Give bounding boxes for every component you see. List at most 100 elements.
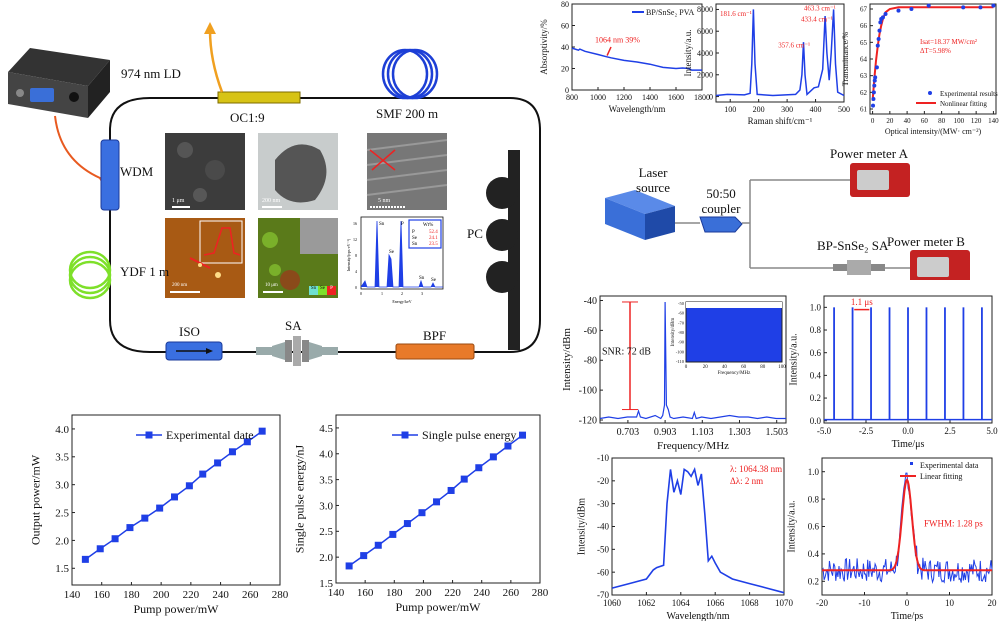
x-tick-label: 1064 bbox=[672, 598, 691, 608]
x-tick-label: 140 bbox=[64, 589, 81, 601]
power-meter-a bbox=[850, 163, 910, 197]
plot-frame bbox=[821, 457, 993, 596]
experimental-data bbox=[821, 472, 993, 585]
y-tick-label: -10 bbox=[597, 453, 609, 463]
laser-setup-diagram bbox=[8, 22, 541, 366]
map-legend-se: Se bbox=[318, 286, 327, 295]
inset-x-tick: 100 bbox=[778, 365, 786, 370]
x-tick-label: 2.5 bbox=[944, 426, 956, 436]
data-point bbox=[199, 470, 207, 478]
data-point bbox=[883, 12, 888, 16]
peak-annotation: 357.6 cm⁻¹ bbox=[778, 42, 810, 50]
x-tick-label: 20 bbox=[886, 117, 894, 125]
y-tick-label: 80 bbox=[561, 0, 569, 9]
data-point bbox=[418, 509, 426, 517]
x-tick-label: 100 bbox=[954, 117, 965, 125]
inset-x-label: Frequency/MHz bbox=[718, 371, 752, 376]
eds-xlabel: Energy/keV bbox=[392, 299, 411, 304]
x-tick-label: 240 bbox=[212, 589, 229, 601]
x-tick-label: 1800 bbox=[694, 93, 710, 102]
annotation-label: ΔT=5.98% bbox=[920, 47, 951, 55]
plot-frame bbox=[71, 414, 281, 586]
eds-el: Se bbox=[412, 236, 418, 241]
x-axis-label: Pump power/mW bbox=[134, 602, 220, 616]
y-tick-label: 0.4 bbox=[810, 371, 822, 381]
y-tick-label: 0.4 bbox=[808, 549, 820, 559]
y-axis-label: Intensity/dBm bbox=[577, 498, 588, 555]
chart-spectrum: 1060 1062 1064 1066 1068 1070 -10 -20 -30 -40 -50 -… bbox=[577, 453, 794, 621]
inset-x-tick: 80 bbox=[760, 365, 766, 370]
series-line bbox=[84, 430, 263, 561]
x-tick-label: 60 bbox=[921, 117, 929, 125]
y-axis-label: Intensity/a.u. bbox=[789, 333, 800, 385]
legend-marker bbox=[910, 462, 913, 465]
y-axis-label: Single pulse energy/nJ bbox=[292, 444, 306, 553]
x-tick-label: 500 bbox=[838, 105, 850, 114]
x-axis-label: Optical intensity/(MW· cm⁻²) bbox=[885, 127, 982, 136]
data-point bbox=[447, 486, 455, 494]
x-tick-label: 240 bbox=[473, 587, 490, 599]
inset-plot bbox=[685, 301, 783, 363]
x-tick-label: 220 bbox=[444, 587, 461, 599]
sa-connector bbox=[833, 260, 885, 275]
inset-top bbox=[686, 302, 782, 308]
x-tick-label: 120 bbox=[971, 117, 982, 125]
y-axis-label: Transmittance/% bbox=[841, 31, 850, 86]
y-tick-label: 0.2 bbox=[810, 393, 821, 403]
x-tick-label: -20 bbox=[816, 598, 828, 608]
x-tick-label: 1.503 bbox=[765, 427, 788, 438]
pump-fiber bbox=[54, 115, 111, 197]
iso-label: ISO bbox=[179, 324, 200, 339]
data-point bbox=[141, 514, 149, 522]
x-axis-label: Frequency/MHz bbox=[657, 440, 729, 452]
map-legend-p: P bbox=[327, 286, 336, 295]
data-point bbox=[374, 541, 382, 549]
y-tick-label: 62 bbox=[860, 89, 868, 97]
series-line bbox=[571, 47, 702, 71]
y-tick-label: 61 bbox=[860, 105, 868, 113]
data-point bbox=[873, 75, 878, 80]
y-tick-label: 3.5 bbox=[319, 474, 333, 486]
laser-source-label: Laser source bbox=[636, 165, 670, 195]
y-tick-label: -20 bbox=[597, 476, 609, 486]
x-tick-label: 300 bbox=[781, 105, 793, 114]
plot-frame bbox=[869, 3, 997, 115]
legend-label: Nonlinear fitting bbox=[940, 100, 987, 108]
pc-label: PC bbox=[467, 226, 483, 241]
y-tick-label: 2.5 bbox=[55, 507, 69, 519]
y-tick-label: 2000 bbox=[697, 71, 713, 80]
x-tick-label: 1400 bbox=[642, 93, 658, 102]
data-point bbox=[878, 20, 883, 25]
afm-image bbox=[165, 218, 245, 298]
x-tick-label: 260 bbox=[242, 589, 259, 601]
chart-raman: 100 200 300 400 500 0 2000 4000 6000 8000 Raman sh… bbox=[683, 3, 850, 126]
x-tick-label: 1600 bbox=[668, 93, 684, 102]
x-tick-label: 0 bbox=[871, 117, 875, 125]
data-point bbox=[876, 37, 881, 41]
saturable-absorber-connector bbox=[256, 336, 338, 366]
y-tick-label: -40 bbox=[597, 522, 609, 532]
x-tick-label: 1000 bbox=[590, 93, 606, 102]
x-axis-label: Wavelength/nm bbox=[609, 104, 666, 114]
eds-ylabel: Intensity/(cps·eV⁻¹) bbox=[346, 238, 351, 271]
y-tick-label: 60 bbox=[561, 21, 569, 30]
y-tick-label: 0 bbox=[709, 92, 713, 101]
eds-peak-label: Se bbox=[431, 278, 437, 283]
eds-peak-label: Sn bbox=[419, 276, 425, 281]
eds-spectrum: Sn P Se Sn Se Wt% P 52.4 Se 24.1 Sn 23.5… bbox=[346, 216, 444, 304]
eds-ytick: 16 bbox=[353, 221, 357, 226]
data-point bbox=[214, 459, 222, 467]
ydf-label: YDF 1 m bbox=[120, 264, 170, 279]
eds-peak-label: P bbox=[401, 222, 404, 227]
y-tick-label: 3.0 bbox=[319, 500, 333, 512]
legend-label: Experimental data bbox=[920, 461, 979, 470]
plot-frame bbox=[823, 295, 993, 424]
y-tick-label: -40 bbox=[584, 296, 597, 307]
sa-label: SA bbox=[285, 318, 302, 333]
x-tick-label: 280 bbox=[272, 589, 289, 601]
y-tick-label: 3.5 bbox=[55, 452, 69, 464]
x-tick-label: 260 bbox=[503, 587, 520, 599]
y-tick-label: 0.8 bbox=[810, 325, 822, 335]
inset-x-tick: 0 bbox=[685, 365, 688, 370]
x-tick-label: 180 bbox=[123, 589, 140, 601]
